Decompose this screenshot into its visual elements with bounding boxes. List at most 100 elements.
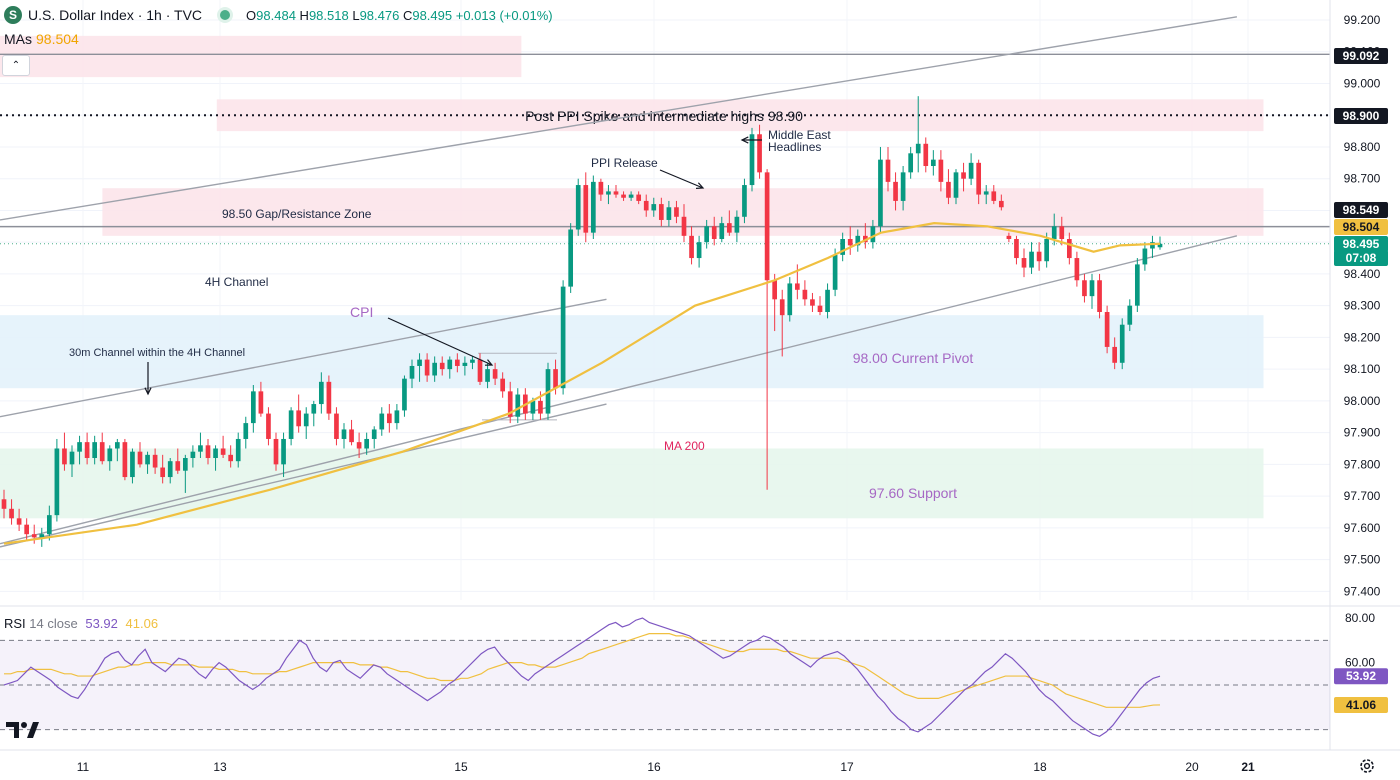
tradingview-logo-icon[interactable] [6,720,40,745]
rsi-legend[interactable]: RSI 14 close 53.92 41.06 [4,616,158,631]
y-axis-tick-label: 98.300 [1344,299,1381,313]
mas-legend[interactable]: MAs 98.504 [4,31,79,47]
candle-body [515,394,521,417]
candle-body [424,359,430,376]
gear-icon[interactable] [1358,757,1376,780]
candle-body [1036,251,1042,262]
candle-body [288,410,294,439]
candle-body [991,191,997,201]
candle-body [946,181,951,198]
close-label: C [402,7,413,23]
candle-body [538,400,543,414]
price-tag [1334,48,1388,64]
candle-body [666,207,672,220]
candle-body [296,410,302,427]
candle-body [235,438,241,462]
rsi-value: 53.92 [85,616,118,631]
rsi-ma-value: 41.06 [125,616,159,631]
y-axis-tick-label: 97.800 [1344,457,1381,471]
ohlc-readout: O98.484 H98.518 L98.476 C98.495 +0.013 (… [246,8,553,23]
candle-body [356,442,362,449]
y-axis-tick-label: 98.400 [1344,267,1381,281]
trend-line [0,298,607,418]
candle-body [9,508,14,519]
candle-body [470,359,475,363]
rsi-params: 14 close [29,616,78,631]
candle-body [1082,280,1087,297]
candle-body [46,515,52,535]
price-tag-label: 07:08 [1346,251,1377,265]
candle-body [878,159,883,227]
candle-body [764,172,770,281]
price-tag [1334,236,1388,252]
arrow-ppi [659,169,704,189]
symbol-title[interactable]: U.S. Dollar Index · 1h · TVC [28,7,203,23]
candle-body [69,451,75,465]
candle-body [719,223,725,240]
candle-body [31,534,37,538]
candle-body [1021,258,1027,268]
close-value: 98.495 [412,7,453,23]
candle-body [402,378,407,411]
candle-body [1066,239,1072,259]
y-axis-tick-label: 98.700 [1344,172,1381,186]
candle-body [394,410,400,424]
high-label: H [299,7,309,23]
candle-body [16,518,22,525]
candle-body [273,438,279,465]
candle-body [810,299,815,306]
candle-body [643,200,649,211]
candle-body [968,162,974,179]
candle-body [386,413,392,424]
symbol-header[interactable]: S U.S. Dollar Index · 1h · TVC O98.484 H… [4,6,553,24]
high-value: 98.518 [308,7,349,23]
candle-body [1104,312,1110,347]
rsi-ma-line [4,633,1161,708]
candle-body [182,458,188,471]
candle-body [1089,280,1095,297]
candle-body [757,134,762,173]
arrow-30m-channel-head [144,387,152,396]
candle-body [1127,305,1133,325]
candle-body [334,413,339,439]
candle-body [817,305,823,313]
candle-body [674,207,679,217]
candle-body [749,134,755,186]
rsi-value-tag [1334,668,1388,685]
candle-body [976,162,982,195]
rsi-value-tag [1334,696,1388,713]
zone-label: 98.50 Gap/Resistance Zone [222,207,372,221]
price-tag-label: 98.900 [1343,109,1380,123]
candle-body [454,359,460,366]
y-axis-tick-label: 99.000 [1344,76,1381,90]
x-axis-tick-label: 16 [647,760,661,774]
candle-body [1029,251,1034,268]
candle-body [893,181,898,201]
candle-body [651,204,657,211]
x-axis-tick-label: 18 [1033,760,1047,774]
candle-body [303,413,309,427]
candle-body [658,204,664,220]
candle-body [500,378,506,392]
candle-body [1097,280,1102,313]
candle-body [779,299,785,316]
candle-body [341,429,347,439]
annotation-label: 4H Channel [205,275,268,289]
candle-body [205,445,211,459]
open-label: O [246,7,257,23]
candle-body [1157,243,1163,248]
collapse-legend-button[interactable]: ⌃ [2,55,30,76]
candle-body [621,194,626,198]
candle-body [1074,258,1080,281]
candle-body [900,172,906,201]
candle-body [24,524,30,535]
arrow-cpi-head [484,359,494,366]
candle-body [1119,324,1125,363]
annotation-label: CPI [350,304,373,320]
candle-body [613,191,619,195]
candle-body [84,442,90,459]
y-axis-tick-label: 97.500 [1344,553,1381,567]
candle-body [462,362,468,366]
